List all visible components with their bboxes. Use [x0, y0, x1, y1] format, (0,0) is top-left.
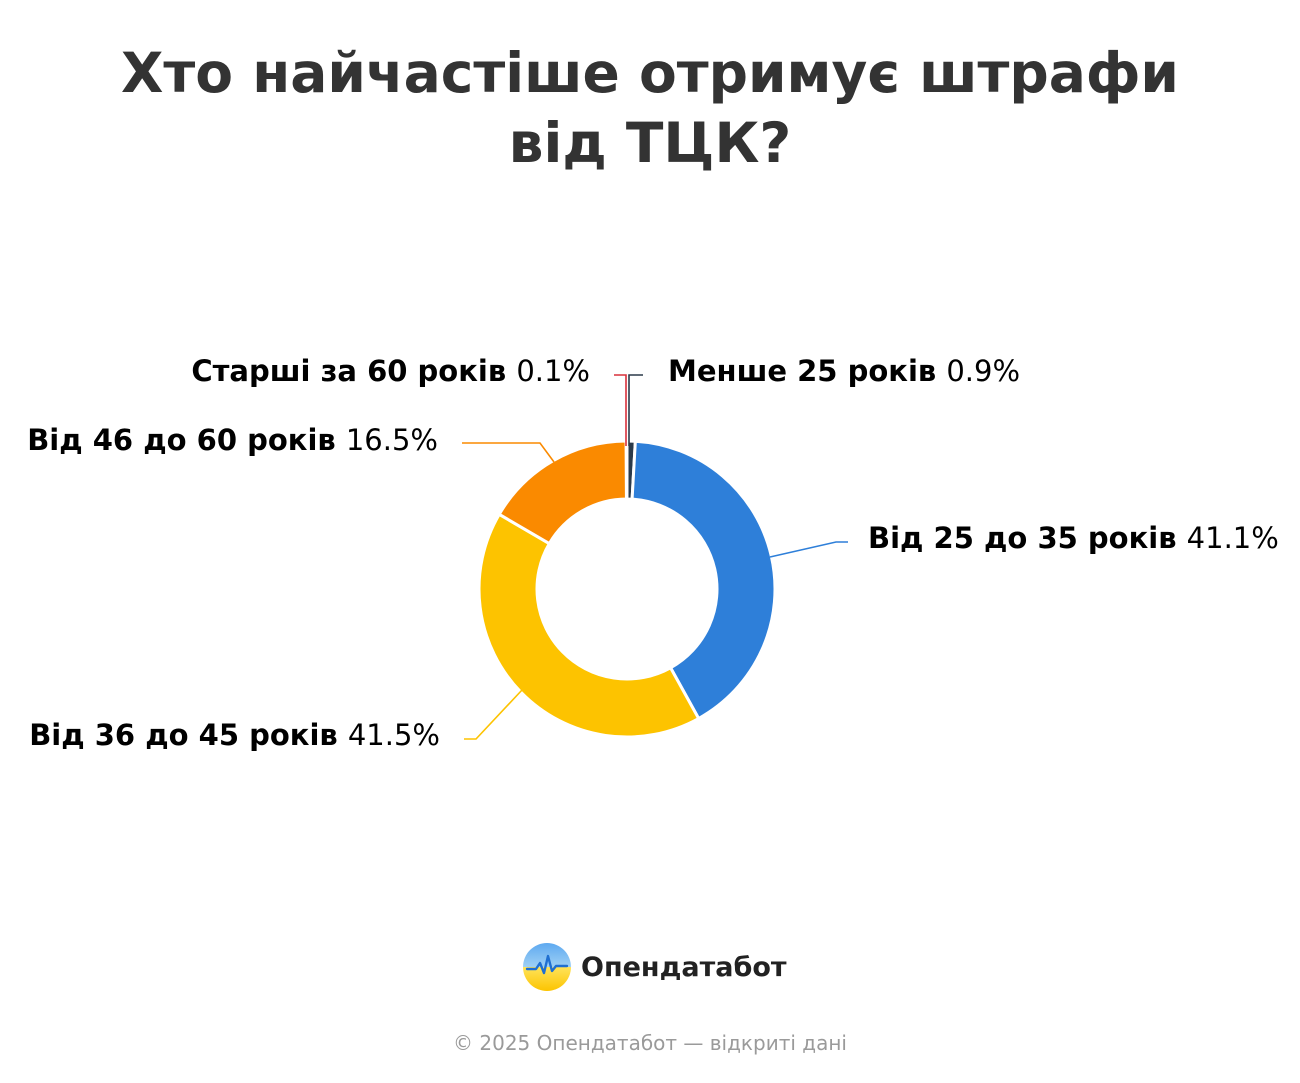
- data-label-value: 0.1%: [516, 354, 590, 388]
- data-label-category: Старші за 60 років: [191, 354, 516, 388]
- slice-4: [625, 440, 628, 500]
- slice-1: [630, 439, 777, 721]
- data-label-0: Менше 25 років 0.9%: [668, 354, 1020, 388]
- data-label-2: Від 36 до 45 років 41.5%: [29, 718, 440, 752]
- leader-line-4: [614, 374, 627, 446]
- footer-credit: © 2025 Опендатабот — відкриті дані: [453, 1031, 847, 1055]
- data-label-3: Від 46 до 60 років 16.5%: [27, 423, 438, 457]
- data-label-value: 41.5%: [348, 718, 440, 752]
- chart-title: Хто найчастіше отримує штрафи від ТЦК?: [121, 41, 1179, 175]
- data-label-category: Від 36 до 45 років: [29, 718, 348, 752]
- data-label-4: Старші за 60 років 0.1%: [191, 354, 590, 388]
- leader-line-2: [464, 689, 523, 740]
- data-label-value: 41.1%: [1187, 521, 1279, 555]
- data-label-value: 0.9%: [946, 354, 1020, 388]
- data-label-value: 16.5%: [346, 423, 438, 457]
- data-label-category: Менше 25 років: [668, 354, 946, 388]
- data-label-category: Від 25 до 35 років: [868, 521, 1187, 555]
- slice-2: [477, 512, 701, 739]
- leader-lines: [462, 374, 848, 740]
- leader-line-0: [628, 374, 643, 446]
- brand-logo: Опендатабот: [522, 942, 787, 992]
- data-label-1: Від 25 до 35 років 41.1%: [868, 521, 1279, 555]
- donut-slices: [477, 439, 777, 739]
- logo-icon: [523, 943, 571, 991]
- leader-line-1: [769, 541, 848, 558]
- leader-line-3: [462, 442, 555, 463]
- data-labels: Менше 25 років 0.9% Від 25 до 35 років 41…: [27, 354, 1279, 752]
- brand-name: Опендатабот: [581, 951, 787, 983]
- data-label-category: Від 46 до 60 років: [27, 423, 346, 457]
